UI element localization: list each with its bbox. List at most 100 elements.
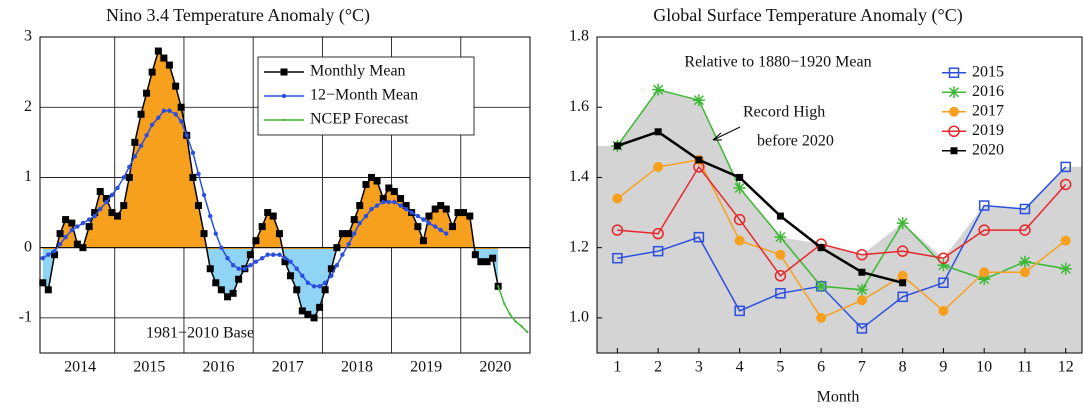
data-point: [305, 280, 311, 285]
data-point: [692, 94, 705, 107]
legend-label: 2017: [972, 102, 1004, 119]
x-tick-label: 10: [976, 359, 992, 376]
data-point: [287, 272, 295, 280]
plot-frame: [596, 36, 1083, 354]
data-point: [454, 209, 462, 217]
data-point: [143, 89, 151, 97]
data-point: [503, 302, 506, 306]
annotation-arrow-head: [712, 132, 722, 141]
data-point: [385, 184, 393, 192]
data-point: [352, 231, 357, 236]
y-tick-label: 1.2: [569, 238, 589, 255]
legend-label: 2020: [972, 141, 1004, 158]
data-point: [466, 212, 474, 220]
data-point: [242, 266, 248, 271]
legend-marker: [282, 118, 286, 122]
data-point: [310, 314, 318, 322]
data-point: [1019, 224, 1031, 236]
data-point: [340, 252, 345, 257]
data-point: [775, 288, 786, 299]
x-tick-label: 11: [1017, 359, 1032, 376]
x-tick-label: 2017: [272, 359, 304, 376]
legend-marker: [948, 67, 960, 78]
x-tick-label: 2016: [203, 359, 235, 376]
data-point: [338, 230, 346, 238]
data-point: [816, 312, 827, 323]
data-point: [46, 252, 51, 257]
data-point: [264, 209, 272, 217]
data-point: [390, 187, 398, 195]
data-point: [896, 217, 909, 230]
data-point: [161, 108, 167, 113]
x-axis-label: Month: [817, 389, 860, 406]
data-point: [80, 220, 86, 226]
data-point: [855, 283, 868, 296]
data-point: [508, 313, 512, 316]
data-point: [230, 263, 236, 268]
data-point: [56, 230, 64, 238]
data-point: [201, 192, 207, 198]
data-point: [978, 200, 990, 211]
data-point: [236, 266, 241, 271]
data-point: [104, 199, 109, 205]
data-point: [154, 47, 162, 55]
data-point: [899, 279, 907, 287]
plot-frame: [39, 36, 531, 354]
data-point: [693, 231, 705, 243]
data-point: [178, 119, 184, 124]
legend-label: 2019: [972, 122, 1004, 139]
data-point: [613, 142, 621, 150]
y-tick-label: 2: [24, 98, 32, 115]
data-point: [1018, 255, 1031, 268]
data-point: [815, 280, 828, 293]
data-point: [121, 175, 126, 180]
data-point: [275, 230, 283, 238]
data-point: [148, 68, 156, 76]
shade-label: before 2020: [757, 133, 834, 150]
data-point: [733, 181, 746, 194]
data-point: [432, 224, 438, 229]
data-point: [437, 202, 445, 210]
data-point: [69, 227, 75, 233]
data-point: [253, 259, 259, 264]
data-point: [196, 171, 201, 177]
x-tick-label: 4: [736, 359, 744, 376]
data-point: [369, 206, 374, 212]
data-point: [62, 216, 70, 224]
series-line: [497, 286, 528, 333]
series-line: [616, 88, 1066, 291]
x-tick-label: 2014: [64, 359, 96, 376]
data-point: [345, 230, 353, 238]
x-tick-label: 2: [654, 359, 662, 376]
data-point: [138, 143, 144, 149]
data-point: [425, 212, 433, 220]
x-tick-label: 8: [899, 359, 907, 376]
data-point: [403, 206, 409, 212]
data-point: [398, 203, 403, 208]
y-tick-label: 1.6: [569, 98, 589, 115]
data-point: [184, 133, 189, 138]
data-point: [896, 245, 909, 257]
data-point: [460, 209, 468, 217]
x-tick-label: 7: [858, 359, 866, 376]
legend-label: 12−Month Mean: [310, 87, 418, 104]
x-tick-label: 3: [695, 359, 703, 376]
data-point: [73, 240, 81, 248]
data-point: [654, 128, 662, 136]
annotation-arrow: [712, 126, 741, 141]
series-line: [616, 130, 903, 284]
data-point: [1059, 178, 1072, 191]
data-point: [520, 325, 523, 328]
data-point: [346, 241, 351, 247]
data-point: [212, 279, 220, 287]
data-point: [373, 177, 381, 185]
data-point: [938, 277, 949, 289]
data-point: [131, 138, 139, 146]
y-tick-label: 1.4: [569, 168, 589, 185]
data-point: [419, 237, 427, 245]
data-point: [374, 203, 380, 208]
data-point: [235, 275, 243, 283]
data-point: [611, 224, 624, 236]
